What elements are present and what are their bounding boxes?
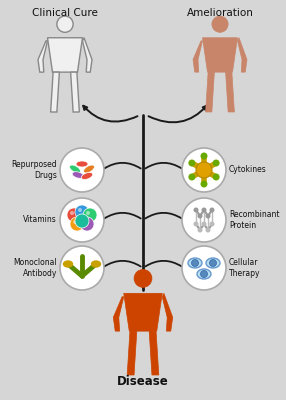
Circle shape <box>212 174 220 180</box>
Polygon shape <box>127 331 137 375</box>
Circle shape <box>210 222 214 226</box>
FancyArrowPatch shape <box>83 106 138 122</box>
Circle shape <box>188 174 195 180</box>
Polygon shape <box>149 331 159 375</box>
Circle shape <box>182 148 226 192</box>
Polygon shape <box>38 41 47 72</box>
Polygon shape <box>82 38 92 72</box>
FancyArrowPatch shape <box>145 163 182 168</box>
Polygon shape <box>226 72 234 112</box>
Ellipse shape <box>76 161 88 167</box>
Polygon shape <box>202 38 237 72</box>
Circle shape <box>200 152 208 160</box>
Circle shape <box>60 198 104 242</box>
Circle shape <box>83 208 97 222</box>
Ellipse shape <box>197 269 211 279</box>
Polygon shape <box>237 38 247 72</box>
Circle shape <box>182 246 226 290</box>
Circle shape <box>188 160 195 166</box>
Circle shape <box>134 270 152 287</box>
Ellipse shape <box>206 258 220 268</box>
Circle shape <box>198 228 202 232</box>
Circle shape <box>194 208 198 212</box>
Circle shape <box>200 270 208 278</box>
Circle shape <box>57 16 73 32</box>
FancyArrowPatch shape <box>148 106 207 122</box>
Circle shape <box>182 198 226 242</box>
Circle shape <box>206 214 210 218</box>
Circle shape <box>83 220 87 224</box>
Circle shape <box>202 222 206 226</box>
Circle shape <box>212 160 220 166</box>
Polygon shape <box>71 72 80 112</box>
Circle shape <box>78 208 82 212</box>
FancyArrowPatch shape <box>145 213 182 218</box>
Polygon shape <box>47 38 82 72</box>
Text: Amelioration: Amelioration <box>186 8 253 18</box>
Polygon shape <box>124 293 162 331</box>
Circle shape <box>70 217 84 231</box>
Circle shape <box>202 208 206 212</box>
FancyArrowPatch shape <box>104 213 141 218</box>
FancyArrowPatch shape <box>104 163 141 168</box>
Circle shape <box>206 228 210 232</box>
Polygon shape <box>113 297 124 331</box>
Text: Repurposed
Drugs: Repurposed Drugs <box>11 160 57 180</box>
Ellipse shape <box>81 172 93 180</box>
FancyArrowPatch shape <box>145 261 182 266</box>
Circle shape <box>75 205 89 219</box>
Text: Monoclonal
Antibody: Monoclonal Antibody <box>13 258 57 278</box>
Text: Cytokines: Cytokines <box>229 166 267 174</box>
Circle shape <box>86 211 90 215</box>
Circle shape <box>200 180 208 188</box>
FancyArrowPatch shape <box>104 261 141 266</box>
Circle shape <box>80 217 94 231</box>
Ellipse shape <box>188 258 202 268</box>
Circle shape <box>73 220 77 224</box>
Ellipse shape <box>63 261 72 267</box>
Ellipse shape <box>92 261 100 267</box>
Ellipse shape <box>72 172 84 178</box>
Polygon shape <box>51 72 59 112</box>
Circle shape <box>210 208 214 212</box>
Text: Disease: Disease <box>117 375 169 388</box>
Polygon shape <box>206 72 214 112</box>
Ellipse shape <box>69 165 80 173</box>
Text: Recombinant
Protein: Recombinant Protein <box>229 210 279 230</box>
Circle shape <box>192 260 198 266</box>
Circle shape <box>212 16 228 32</box>
Circle shape <box>70 211 74 215</box>
Circle shape <box>210 260 217 266</box>
Circle shape <box>67 208 81 222</box>
Circle shape <box>196 162 212 178</box>
Circle shape <box>60 246 104 290</box>
Text: Clinical Cure: Clinical Cure <box>32 8 98 18</box>
Ellipse shape <box>84 165 94 173</box>
Circle shape <box>60 148 104 192</box>
Circle shape <box>194 222 198 226</box>
Text: Vitamins: Vitamins <box>23 216 57 224</box>
Polygon shape <box>193 41 202 72</box>
Polygon shape <box>162 293 173 331</box>
Text: Cellular
Therapy: Cellular Therapy <box>229 258 261 278</box>
Circle shape <box>75 214 89 228</box>
Circle shape <box>198 214 202 218</box>
